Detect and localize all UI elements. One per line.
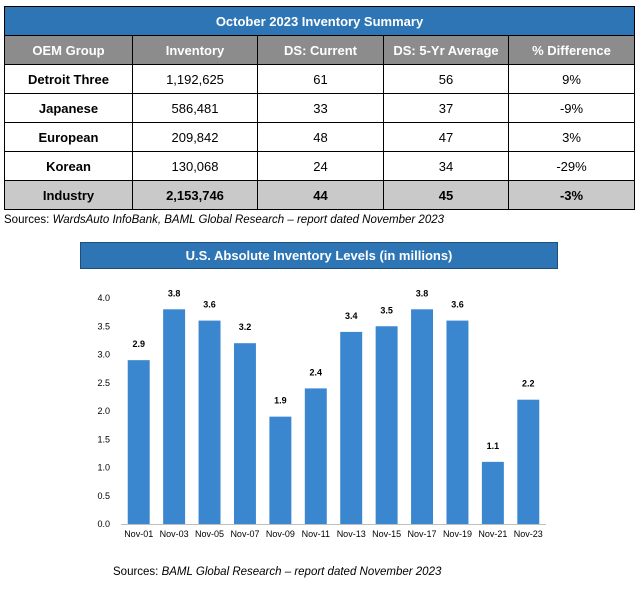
table-cell: 130,068 — [132, 151, 258, 181]
table-header-row: OEM Group Inventory DS: Current DS: 5-Yr Av… — [4, 35, 635, 65]
table-cell: 44 — [257, 180, 384, 210]
oem-group-cell: Detroit Three — [4, 64, 133, 94]
table-cell: 24 — [257, 151, 384, 181]
bar — [411, 309, 434, 524]
bar — [304, 388, 327, 524]
table-cell: 2,153,746 — [132, 180, 258, 210]
y-tick-label: 3.0 — [97, 350, 110, 360]
x-tick-label: Nov-17 — [408, 529, 437, 539]
table-source-text: WardsAuto InfoBank, BAML Global Research… — [52, 214, 445, 226]
y-tick-label: 2.0 — [97, 406, 110, 416]
data-label: 3.8 — [168, 288, 181, 298]
x-tick-label: Nov-07 — [230, 529, 259, 539]
table-source-note: Sources: WardsAuto InfoBank, BAML Global… — [4, 214, 444, 226]
x-tick-label: Nov-15 — [372, 529, 401, 539]
table-row: Japanese 586,481 33 37 -9% — [4, 93, 635, 123]
x-tick-label: Nov-01 — [124, 529, 153, 539]
x-tick-label: Nov-13 — [337, 529, 366, 539]
y-tick-label: 4.0 — [97, 293, 110, 303]
bar — [340, 331, 363, 524]
bar — [481, 461, 504, 524]
bar — [517, 399, 540, 524]
table-row: European 209,842 48 47 3% — [4, 122, 635, 152]
y-tick-label: 3.5 — [97, 321, 110, 331]
oem-group-cell: Korean — [4, 151, 133, 181]
data-label: 3.6 — [203, 300, 216, 310]
x-tick-label: Nov-11 — [302, 529, 330, 539]
y-tick-label: 0.5 — [97, 491, 110, 501]
y-tick-label: 1.0 — [97, 463, 110, 473]
data-label: 2.2 — [522, 379, 535, 389]
column-header: DS: Current — [257, 35, 384, 65]
data-label: 2.4 — [310, 367, 323, 377]
table-cell: 61 — [257, 64, 384, 94]
bar — [127, 360, 150, 524]
table-row: Korean 130,068 24 34 -29% — [4, 151, 635, 181]
data-label: 3.5 — [380, 305, 393, 315]
x-tick-label: Nov-21 — [478, 529, 507, 539]
table-cell: 56 — [383, 64, 509, 94]
x-tick-label: Nov-19 — [443, 529, 472, 539]
oem-group-cell: European — [4, 122, 133, 152]
table-cell: 34 — [383, 151, 509, 181]
column-header: DS: 5-Yr Average — [383, 35, 509, 65]
table-cell: 3% — [508, 122, 635, 152]
table-row: Detroit Three 1,192,625 61 56 9% — [4, 64, 635, 94]
table-cell: 1,192,625 — [132, 64, 258, 94]
bar — [163, 309, 186, 524]
data-label: 3.4 — [345, 311, 358, 321]
oem-group-cell: Japanese — [4, 93, 133, 123]
data-label: 3.6 — [451, 300, 464, 310]
bar — [375, 326, 398, 524]
table-source-prefix: Sources: — [4, 214, 53, 226]
chart-source-prefix: Sources: — [113, 566, 162, 578]
bar — [446, 320, 469, 524]
bar — [269, 416, 292, 524]
data-label: 3.2 — [239, 322, 252, 332]
chart-title: U.S. Absolute Inventory Levels (in milli… — [80, 242, 558, 269]
y-tick-label: 1.5 — [97, 434, 110, 444]
data-label: 1.9 — [274, 396, 287, 406]
x-tick-label: Nov-23 — [514, 529, 543, 539]
table-cell: 9% — [508, 64, 635, 94]
x-tick-label: Nov-03 — [160, 529, 189, 539]
y-tick-label: 2.5 — [97, 378, 110, 388]
data-label: 1.1 — [487, 441, 500, 451]
data-label: 3.8 — [416, 288, 429, 298]
table-cell: 45 — [383, 180, 509, 210]
x-tick-label: Nov-09 — [266, 529, 295, 539]
x-tick-label: Nov-05 — [195, 529, 224, 539]
industry-total-row: Industry 2,153,746 44 45 -3% — [4, 180, 635, 210]
bar — [233, 343, 256, 524]
table-cell: 586,481 — [132, 93, 258, 123]
data-label: 2.9 — [132, 339, 145, 349]
table-cell: 209,842 — [132, 122, 258, 152]
table-cell: 33 — [257, 93, 384, 123]
chart-source-text: BAML Global Research – report dated Nove… — [161, 566, 442, 578]
chart-source-note: Sources: BAML Global Research – report d… — [113, 566, 441, 578]
table-cell: -3% — [508, 180, 635, 210]
table-title: October 2023 Inventory Summary — [4, 6, 635, 36]
column-header: % Difference — [508, 35, 635, 65]
y-tick-label: 0.0 — [97, 519, 110, 529]
inventory-summary-table: October 2023 Inventory Summary OEM Group… — [4, 6, 635, 210]
bar — [198, 320, 221, 524]
